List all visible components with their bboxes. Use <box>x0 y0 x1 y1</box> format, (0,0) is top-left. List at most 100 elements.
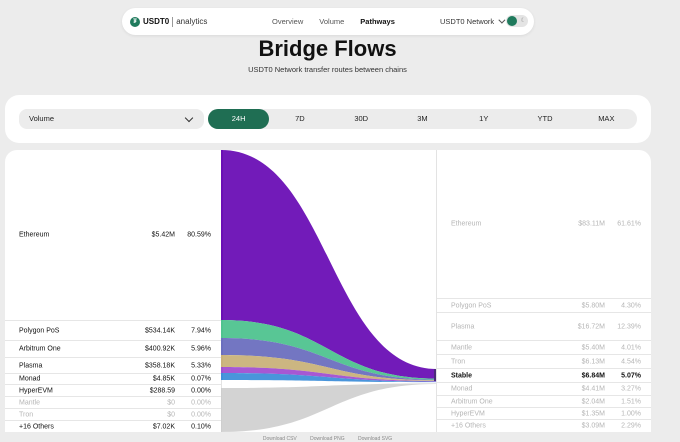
chain-name: Monad <box>451 385 473 393</box>
nav-link-volume[interactable]: Volume <box>319 17 345 26</box>
moon-icon: ☾ <box>520 18 526 24</box>
network-select[interactable]: USDT0 Network <box>440 8 506 35</box>
source-row-arbitrum-one[interactable]: Arbitrum One $400.92K 5.96% <box>5 340 221 357</box>
chain-share: 3.27% <box>621 385 641 393</box>
chain-name: Mantle <box>451 344 473 351</box>
chain-volume: $0 <box>167 399 175 406</box>
chain-share: 80.59% <box>187 231 211 239</box>
chain-volume: $288.59 <box>149 387 175 394</box>
source-row-16-others[interactable]: +16 Others $7.02K 0.10% <box>5 420 221 432</box>
chain-share: 0.00% <box>191 387 211 394</box>
logo-divider <box>172 16 174 27</box>
chain-volume: $4.41M <box>581 385 605 393</box>
range-3m[interactable]: 3M <box>417 114 428 123</box>
sankey-card: Ethereum $5.42M 80.59% Polygon PoS $534.14K 7… <box>5 150 651 432</box>
range-max[interactable]: MAX <box>598 114 615 123</box>
chain-name: +16 Others <box>19 423 54 430</box>
chain-share: 4.54% <box>621 358 641 365</box>
page-title: Bridge Flows <box>258 36 397 61</box>
source-node <box>221 338 223 355</box>
chain-name: Monad <box>19 375 41 383</box>
logo-brand: USDT0 <box>143 17 170 26</box>
range-7d[interactable]: 7D <box>295 114 305 123</box>
range-1y[interactable]: 1Y <box>479 114 489 123</box>
chain-name: Polygon PoS <box>451 302 492 309</box>
download-png-link[interactable]: Download PNG <box>310 436 345 442</box>
page-subtitle: USDT0 Network transfer routes between ch… <box>248 65 407 74</box>
nav-links: Overview Volume Pathways <box>272 8 411 35</box>
destination-row-ethereum[interactable]: Ethereum $83.11M 61.61% <box>437 150 651 298</box>
destination-row-mantle[interactable]: Mantle $5.40M 4.01% <box>437 340 651 354</box>
chain-share: 5.96% <box>191 345 211 353</box>
destination-row-plasma[interactable]: Plasma $16.72M 12.39% <box>437 312 651 340</box>
chain-name: Ethereum <box>19 231 50 239</box>
tether-logo-icon: ₮ <box>130 16 140 27</box>
logo-subtitle: analytics <box>176 17 208 26</box>
destination-node <box>434 369 437 381</box>
source-row-polygon-pos[interactable]: Polygon PoS $534.14K 7.94% <box>5 320 221 340</box>
chain-name: Tron <box>19 411 34 418</box>
chain-share: 0.10% <box>191 423 211 430</box>
flow-16-others[interactable] <box>221 383 437 432</box>
flow-plasma[interactable] <box>221 355 437 381</box>
metric-select-label: Volume <box>29 114 55 123</box>
destination-row-16-others[interactable]: +16 Others $3.09M 2.29% <box>437 419 651 432</box>
destination-row-arbitrum-one[interactable]: Arbitrum One $2.04M 1.51% <box>437 395 651 407</box>
chain-volume: $5.40M <box>581 344 605 351</box>
chain-share: 2.29% <box>621 422 641 430</box>
source-row-tron[interactable]: Tron $0 0.00% <box>5 408 221 420</box>
chain-volume: $1.35M <box>581 410 605 417</box>
source-row-plasma[interactable]: Plasma $358.18K 5.33% <box>5 357 221 373</box>
download-links: Download CSV Download PNG Download SVG <box>0 436 655 442</box>
chain-name: Ethereum <box>451 220 482 228</box>
metric-select[interactable]: Volume <box>19 109 204 129</box>
destination-row-stable[interactable]: Stable $6.84M 5.07% <box>437 368 651 382</box>
flow-ethereum[interactable] <box>221 150 437 379</box>
source-row-ethereum[interactable]: Ethereum $5.42M 80.59% <box>5 150 221 320</box>
chain-share: 4.30% <box>621 302 641 309</box>
chain-volume: $534.14K <box>145 327 175 334</box>
destination-row-polygon-pos[interactable]: Polygon PoS $5.80M 4.30% <box>437 298 651 312</box>
source-row-monad[interactable]: Monad $4.85K 0.07% <box>5 373 221 384</box>
flow-polygon-pos[interactable] <box>221 320 437 380</box>
chain-volume: $3.09M <box>581 422 605 430</box>
nav-link-overview[interactable]: Overview <box>272 17 304 26</box>
range-30d[interactable]: 30D <box>354 114 369 123</box>
logo[interactable]: ₮ USDT0 analytics <box>130 15 207 28</box>
chain-name: HyperEVM <box>451 410 485 417</box>
flow-monad[interactable] <box>221 367 437 382</box>
divider <box>436 150 437 432</box>
flow-hyperevm[interactable] <box>221 373 437 383</box>
chain-share: 0.07% <box>191 375 211 383</box>
destination-row-hyperevm[interactable]: HyperEVM $1.35M 1.00% <box>437 407 651 419</box>
network-select-label: USDT0 Network <box>440 17 495 26</box>
source-row-mantle[interactable]: Mantle $0 0.00% <box>5 396 221 408</box>
chain-volume: $6.13M <box>581 358 605 365</box>
chain-name: +16 Others <box>451 422 486 430</box>
chain-name: Plasma <box>19 362 43 369</box>
chain-volume: $16.72M <box>577 323 605 330</box>
source-row-hyperevm[interactable]: HyperEVM $288.59 0.00% <box>5 384 221 396</box>
chain-share: 5.07% <box>621 372 641 379</box>
chain-share: 4.01% <box>621 344 641 351</box>
range-ytd[interactable]: YTD <box>537 114 553 123</box>
sankey-flows <box>221 150 437 432</box>
download-csv-link[interactable]: Download CSV <box>262 436 297 442</box>
chain-volume: $2.04M <box>581 398 605 405</box>
source-chain-list: Ethereum $5.42M 80.59% Polygon PoS $534.14K 7… <box>5 150 221 432</box>
nav-link-pathways[interactable]: Pathways <box>360 17 395 26</box>
chain-share: 5.33% <box>191 362 211 369</box>
destination-row-monad[interactable]: Monad $4.41M 3.27% <box>437 382 651 395</box>
time-range-tabs: 24H 7D 30D 3M 1Y YTD MAX <box>208 109 637 129</box>
source-node <box>221 355 223 367</box>
chain-volume: $5.80M <box>581 302 605 309</box>
chain-share: 12.39% <box>617 323 641 330</box>
chain-share: 7.94% <box>191 327 211 334</box>
flow-arbitrum-one[interactable] <box>221 338 437 381</box>
sun-icon <box>507 16 517 26</box>
download-svg-link[interactable]: Download SVG <box>357 436 393 442</box>
chain-volume: $400.92K <box>145 345 175 353</box>
theme-toggle[interactable]: ☾ <box>506 15 528 27</box>
range-24h[interactable]: 24H <box>208 109 270 129</box>
destination-row-tron[interactable]: Tron $6.13M 4.54% <box>437 354 651 368</box>
